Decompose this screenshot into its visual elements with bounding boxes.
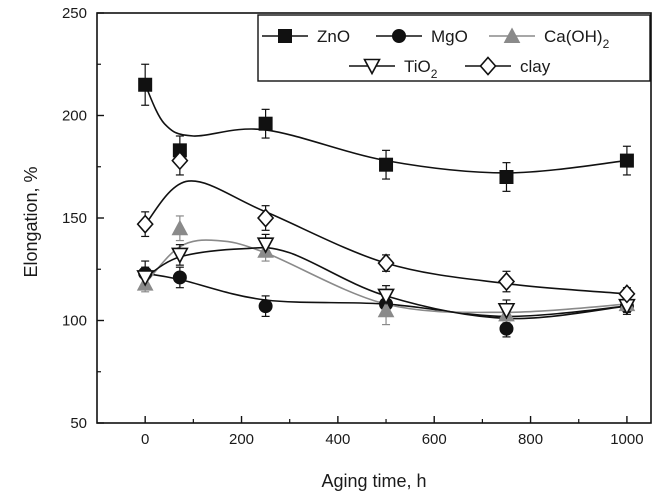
marker-tio2 bbox=[171, 247, 189, 265]
marker-mgo bbox=[258, 299, 273, 314]
x-tick-label: 800 bbox=[518, 431, 543, 448]
x-tick-label: 0 bbox=[141, 431, 149, 448]
legend-marker-tio2 bbox=[363, 58, 381, 76]
legend-label-ca-oh-2: Ca(OH)2 bbox=[544, 27, 610, 51]
legend-marker-ca-oh-2 bbox=[503, 27, 521, 43]
legend-label-mgo: MgO bbox=[431, 27, 468, 46]
x-tick-label: 600 bbox=[422, 431, 447, 448]
marker-zno bbox=[258, 116, 273, 131]
data-markers bbox=[136, 77, 636, 336]
x-tick-label: 400 bbox=[325, 431, 350, 448]
fit-curves bbox=[144, 84, 627, 320]
marker-clay bbox=[377, 253, 395, 273]
marker-clay bbox=[497, 271, 516, 292]
legend-box bbox=[257, 14, 651, 82]
marker-zno bbox=[499, 170, 514, 184]
marker-ca-oh-2 bbox=[171, 219, 189, 236]
tick-labels: 0 200 400 600 800 1000 50 100 150 200 250 bbox=[62, 5, 644, 448]
marker-zno bbox=[619, 153, 634, 168]
marker-tio2 bbox=[497, 302, 516, 320]
legend-label-zno: ZnO bbox=[317, 27, 350, 46]
y-tick-label: 150 bbox=[62, 210, 87, 227]
marker-mgo bbox=[499, 321, 514, 336]
legend: ZnO MgO Ca(OH)2 TiO2 clay bbox=[257, 14, 651, 82]
legend-marker-mgo bbox=[392, 29, 406, 43]
marker-mgo bbox=[172, 270, 187, 285]
y-tick-label: 50 bbox=[70, 415, 87, 432]
x-axis-title: Aging time, h bbox=[321, 471, 426, 491]
x-tick-label: 200 bbox=[229, 431, 254, 448]
marker-clay bbox=[618, 284, 636, 304]
marker-tio2 bbox=[136, 270, 155, 287]
marker-clay bbox=[171, 150, 189, 171]
x-tick-label: 1000 bbox=[610, 431, 643, 448]
curve-tio2 bbox=[144, 246, 627, 320]
marker-tio2 bbox=[377, 288, 395, 306]
legend-marker-zno bbox=[278, 29, 292, 43]
y-tick-label: 250 bbox=[62, 5, 87, 22]
legend-marker-clay bbox=[479, 56, 497, 76]
marker-tio2 bbox=[256, 237, 275, 254]
marker-zno bbox=[138, 77, 153, 92]
curve-clay bbox=[144, 180, 627, 295]
marker-ca-oh-2 bbox=[377, 301, 395, 318]
axis-ticks bbox=[97, 12, 628, 424]
legend-label-clay: clay bbox=[520, 57, 551, 76]
marker-zno bbox=[379, 157, 394, 172]
marker-clay bbox=[136, 214, 154, 234]
y-axis-title: Elongation, % bbox=[21, 166, 41, 277]
curve-zno bbox=[144, 84, 627, 174]
y-tick-label: 200 bbox=[62, 108, 87, 125]
legend-label-tio2: TiO2 bbox=[404, 57, 438, 81]
y-tick-label: 100 bbox=[62, 313, 87, 330]
marker-clay bbox=[257, 208, 275, 228]
